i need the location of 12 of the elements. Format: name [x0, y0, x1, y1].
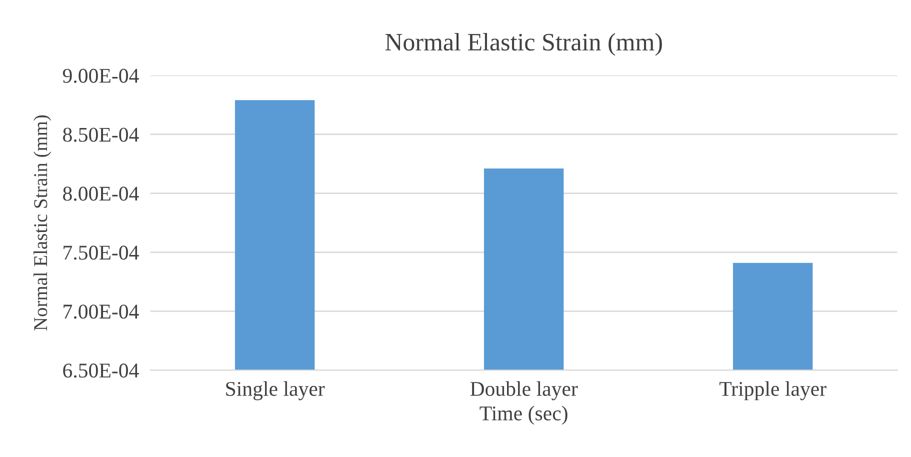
x-tick-label: Double layer — [470, 381, 578, 400]
x-axis-title: Time (sec) — [480, 406, 568, 425]
x-tick-label: Single layer — [226, 381, 325, 400]
x-tick-label: Tripple layer — [719, 381, 826, 400]
y-tick-label: 7.50E-04 — [64, 246, 139, 260]
y-tick-label: 8.50E-04 — [63, 128, 139, 142]
chart-title: Normal Elastic Strain (mm) — [385, 33, 662, 56]
y-axis-title: Normal Elastic Strain (mm) — [34, 115, 52, 330]
y-tick-label: 9.00E-04 — [62, 68, 139, 83]
y-tick-label: 8.00E-04 — [63, 186, 139, 201]
y-tick-label: 6.50E-04 — [63, 364, 139, 378]
y-tick-label: 7.00E-04 — [64, 304, 139, 319]
